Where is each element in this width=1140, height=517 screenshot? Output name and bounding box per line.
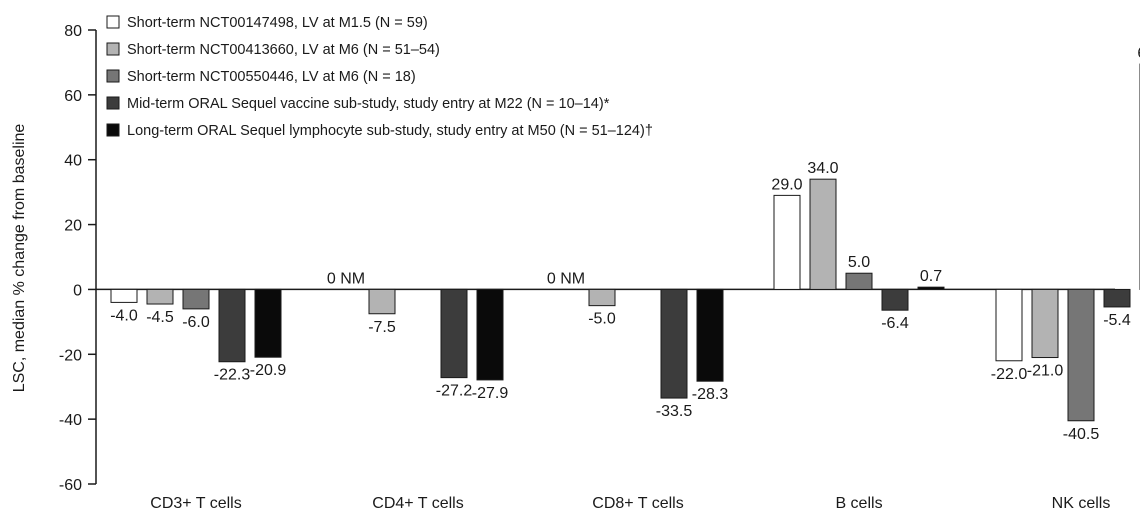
bar (809, 178, 837, 290)
data-label: -22.0 (991, 366, 1028, 383)
legend: Short-term NCT00147498, LV at M1.5 (N = … (106, 15, 653, 139)
data-label: -7.5 (368, 319, 396, 336)
legend-swatch (106, 96, 120, 110)
legend-swatch (106, 123, 120, 137)
bar (146, 288, 174, 305)
data-label: 0 NM (547, 270, 585, 287)
bar (588, 288, 616, 307)
data-label: 69.5 (1137, 45, 1140, 62)
bar (440, 288, 468, 379)
data-label: -40.5 (1063, 426, 1100, 443)
bar (110, 288, 138, 303)
bar (476, 288, 504, 381)
bar (773, 194, 801, 290)
data-label: -5.0 (588, 311, 616, 328)
x-category-label: NK cells (1052, 495, 1111, 512)
bar (660, 288, 688, 399)
legend-entry: Long-term ORAL Sequel lymphocyte sub-stu… (127, 123, 653, 139)
legend-swatch (106, 42, 120, 56)
x-category-label: CD8+ T cells (592, 495, 683, 512)
bar (182, 288, 210, 310)
y-tick-label: -40 (59, 412, 82, 429)
data-label: -21.0 (1027, 363, 1064, 380)
bar (1031, 288, 1059, 359)
bar (368, 288, 396, 315)
data-label: 34.0 (807, 160, 838, 177)
legend-entry: Short-term NCT00147498, LV at M1.5 (N = … (127, 15, 428, 31)
data-label: -28.3 (692, 386, 729, 403)
data-label: -5.4 (1103, 312, 1131, 329)
data-label: -27.9 (472, 385, 509, 402)
bar (1067, 288, 1095, 422)
bar (1103, 288, 1131, 308)
data-label: 0 NM (327, 270, 365, 287)
legend-entry: Short-term NCT00413660, LV at M6 (N = 51… (127, 42, 440, 58)
data-label: 5.0 (848, 254, 870, 271)
x-category-label: B cells (835, 495, 882, 512)
data-label: -6.0 (182, 314, 210, 331)
y-tick-label: -20 (59, 347, 82, 364)
y-tick-label: 40 (64, 153, 82, 170)
bar (917, 286, 945, 290)
y-tick-label: -60 (59, 477, 82, 494)
x-category-label: CD3+ T cells (150, 495, 241, 512)
data-label: -4.0 (110, 307, 138, 324)
data-label: -27.2 (436, 383, 473, 400)
x-category-label: CD4+ T cells (372, 495, 463, 512)
bar (218, 288, 246, 363)
data-label: -20.9 (250, 362, 287, 379)
data-label: -33.5 (656, 403, 693, 420)
bar (254, 288, 282, 358)
bar (995, 288, 1023, 362)
data-label: 0.7 (920, 268, 942, 285)
bar (845, 272, 873, 290)
legend-entry: Short-term NCT00550446, LV at M6 (N = 18… (127, 69, 416, 85)
data-label: -22.3 (214, 367, 251, 384)
legend-swatch (106, 15, 120, 29)
data-label: -4.5 (146, 309, 174, 326)
y-tick-label: 80 (64, 23, 82, 40)
legend-entry: Mid-term ORAL Sequel vaccine sub-study, … (127, 96, 610, 112)
legend-swatch (106, 69, 120, 83)
y-tick-label: 0 (73, 282, 82, 299)
bar (696, 288, 724, 382)
bars (110, 63, 1140, 422)
data-label: 29.0 (771, 176, 802, 193)
y-tick-label: 60 (64, 88, 82, 105)
value-labels: -4.0 -4.5 -6.0 -22.3 -20.9 0 NM -7.5 -27.2 -27.9… (110, 45, 1140, 443)
y-axis-label: LSC, median % change from baseline (11, 124, 28, 393)
y-tick-label: 20 (64, 218, 82, 235)
bar (881, 288, 909, 311)
data-label: -6.4 (881, 315, 909, 332)
